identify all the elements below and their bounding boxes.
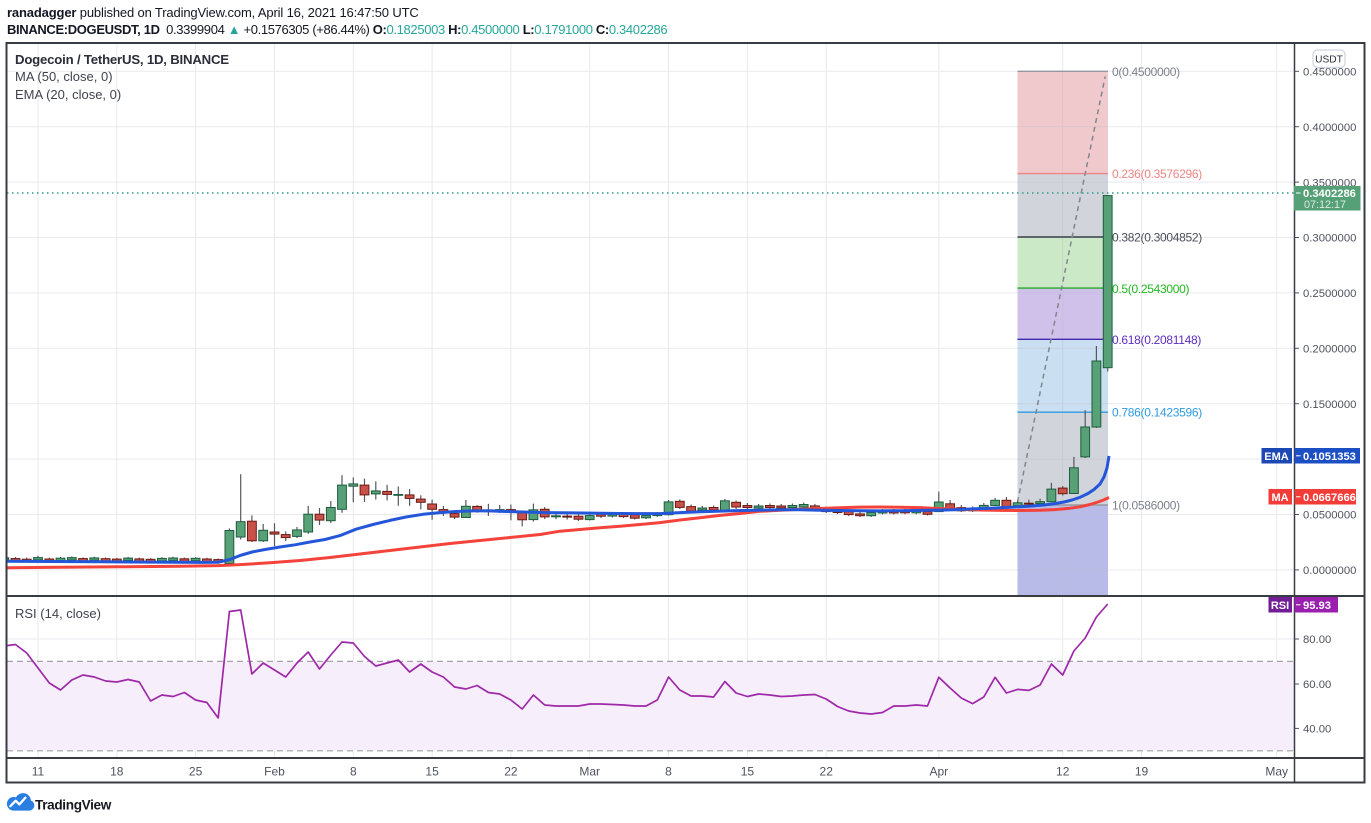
svg-text:25: 25 <box>189 765 203 779</box>
svg-text:Mar: Mar <box>579 765 600 779</box>
svg-text:0.3402286: 0.3402286 <box>1303 188 1356 200</box>
svg-text:0.2500000: 0.2500000 <box>1303 288 1356 300</box>
svg-text:0.0000000: 0.0000000 <box>1303 565 1356 577</box>
svg-text:8: 8 <box>665 765 672 779</box>
svg-text:EMA: EMA <box>1264 451 1289 463</box>
svg-text:18: 18 <box>110 765 124 779</box>
svg-text:0.236(0.3576296): 0.236(0.3576296) <box>1112 167 1202 181</box>
svg-text:0(0.4500000): 0(0.4500000) <box>1112 65 1180 79</box>
svg-text:Apr: Apr <box>929 765 948 779</box>
svg-text:40.00: 40.00 <box>1303 724 1331 736</box>
svg-text:0.0500000: 0.0500000 <box>1303 510 1356 522</box>
svg-text:Dogecoin / TetherUS, 1D, BINAN: Dogecoin / TetherUS, 1D, BINANCE <box>15 52 229 67</box>
svg-text:22: 22 <box>820 765 834 779</box>
svg-text:0.618(0.2081148): 0.618(0.2081148) <box>1112 333 1201 347</box>
svg-text:TradingView: TradingView <box>35 798 112 813</box>
svg-text:0.2000000: 0.2000000 <box>1303 344 1356 356</box>
svg-text:19: 19 <box>1135 765 1149 779</box>
svg-text:0.4000000: 0.4000000 <box>1303 122 1356 134</box>
svg-text:RSI (14, close): RSI (14, close) <box>15 606 101 621</box>
svg-text:12: 12 <box>1056 765 1070 779</box>
svg-text:15: 15 <box>425 765 439 779</box>
svg-text:0.786(0.1423596): 0.786(0.1423596) <box>1112 406 1202 420</box>
svg-text:0.5(0.2543000): 0.5(0.2543000) <box>1112 282 1190 296</box>
svg-text:RSI: RSI <box>1271 600 1289 612</box>
svg-text:Feb: Feb <box>264 765 285 779</box>
svg-text:60.00: 60.00 <box>1303 679 1331 691</box>
svg-text:0.1500000: 0.1500000 <box>1303 399 1356 411</box>
svg-text:95.93: 95.93 <box>1303 600 1331 612</box>
svg-text:11: 11 <box>32 765 45 779</box>
svg-text:0.382(0.3004852): 0.382(0.3004852) <box>1112 231 1202 245</box>
svg-text:EMA (20, close, 0): EMA (20, close, 0) <box>15 87 121 102</box>
svg-text:MA (50, close, 0): MA (50, close, 0) <box>15 69 113 84</box>
svg-text:0.4500000: 0.4500000 <box>1303 67 1356 79</box>
svg-text:15: 15 <box>741 765 755 779</box>
svg-text:22: 22 <box>504 765 518 779</box>
svg-text:8: 8 <box>350 765 357 779</box>
svg-text:May: May <box>1265 765 1288 779</box>
svg-text:07:12:17: 07:12:17 <box>1304 199 1346 211</box>
svg-text:MA: MA <box>1271 492 1288 504</box>
svg-text:0.1051353: 0.1051353 <box>1303 451 1356 463</box>
svg-text:0.0667666: 0.0667666 <box>1303 492 1356 504</box>
svg-text:1(0.0586000): 1(0.0586000) <box>1112 499 1180 513</box>
svg-text:80.00: 80.00 <box>1303 634 1331 646</box>
svg-text:USDT: USDT <box>1315 54 1343 65</box>
svg-text:0.3000000: 0.3000000 <box>1303 233 1356 245</box>
